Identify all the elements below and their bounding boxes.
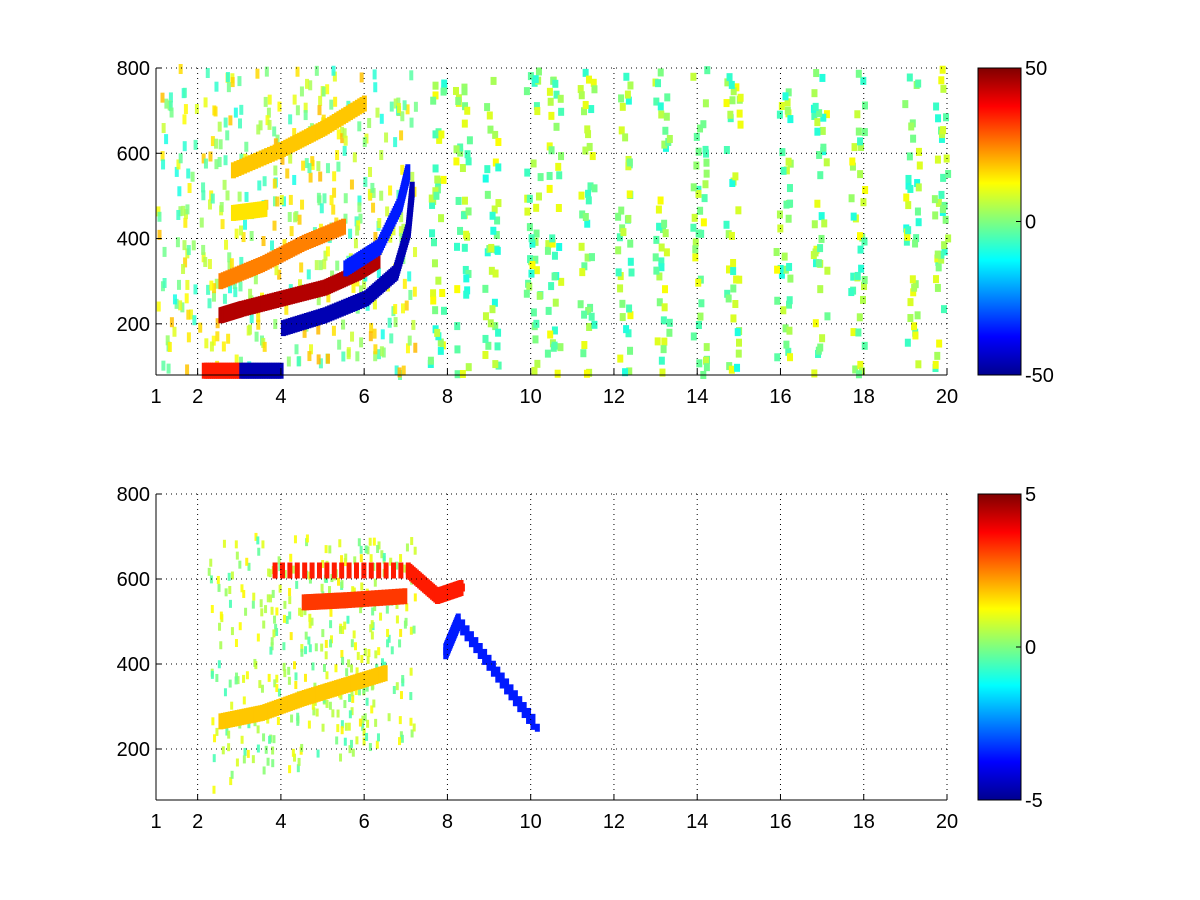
- x-tick-label: 12: [603, 386, 625, 408]
- x-tick-label: 18: [853, 386, 875, 408]
- x-tick-label: 20: [936, 811, 958, 833]
- heatmap-band: [239, 362, 284, 379]
- x-tick-label: 2: [192, 386, 203, 408]
- heatmap-band: [443, 613, 540, 732]
- x-tick-label: 14: [686, 811, 708, 833]
- heatmap-band: [218, 218, 347, 290]
- y-tick-label: 800: [117, 484, 150, 506]
- colorbar-tick-label: 5: [1025, 484, 1036, 506]
- x-tick-label: 1: [150, 386, 161, 408]
- x-tick-label: 16: [769, 386, 791, 408]
- x-tick-label: 8: [442, 386, 453, 408]
- colorbar-tick-label: 0: [1025, 637, 1036, 659]
- grid-lines: [156, 493, 948, 800]
- x-tick-label: 12: [603, 811, 625, 833]
- y-tick-label: 600: [117, 143, 150, 165]
- x-tick-label: 6: [359, 811, 370, 833]
- grid-lines: [156, 67, 948, 375]
- x-tick-label: 2: [192, 811, 203, 833]
- colorbar-tick-label: 0: [1025, 212, 1036, 234]
- x-tick-label: 10: [520, 386, 542, 408]
- x-tick-label: 8: [442, 811, 453, 833]
- x-tick-label: 6: [359, 386, 370, 408]
- heatmap-band: [280, 181, 415, 337]
- heatmap-band: [230, 95, 367, 179]
- x-tick-label: 10: [520, 811, 542, 833]
- colorbar: 5 0 -5: [977, 484, 1043, 812]
- heatmap-band: [272, 562, 465, 604]
- y-tick-label: 200: [117, 314, 150, 336]
- x-tick-label: 16: [769, 811, 791, 833]
- x-tick-label: 1: [150, 811, 161, 833]
- x-tick-label: 4: [275, 811, 286, 833]
- x-tick-label: 14: [686, 386, 708, 408]
- y-tick-label: 600: [117, 569, 150, 591]
- x-tick-label: 20: [936, 386, 958, 408]
- colorbar-tick-label: 50: [1025, 58, 1047, 80]
- colorbar-tick-label: -50: [1025, 365, 1054, 387]
- colorbar: 50 0 -50: [977, 58, 1054, 387]
- heatmap-band: [343, 164, 411, 277]
- y-tick-label: 200: [117, 739, 150, 761]
- y-tick-label: 400: [117, 229, 150, 251]
- x-tick-label: 18: [853, 811, 875, 833]
- y-tick-label: 800: [117, 58, 150, 80]
- heatmap-noise: [156, 64, 952, 380]
- colorbar-tick-label: -5: [1025, 790, 1043, 812]
- y-tick-label: 400: [117, 654, 150, 676]
- heatmap-band: [301, 588, 408, 611]
- heatmap-band: [230, 200, 268, 221]
- heatmap-band: [218, 252, 381, 324]
- heatmap-band: [201, 362, 243, 379]
- x-tick-label: 4: [275, 386, 286, 408]
